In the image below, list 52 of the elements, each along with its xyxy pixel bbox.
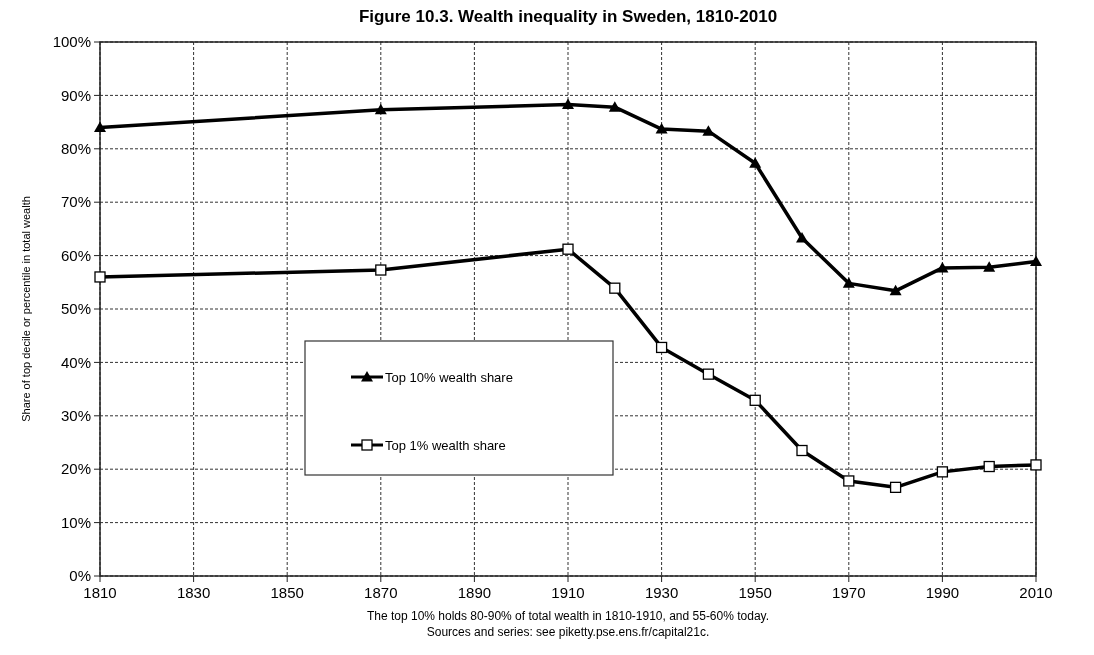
- point: [843, 475, 855, 487]
- y-tick-label: 0%: [69, 567, 91, 585]
- point: [842, 277, 855, 288]
- point: [562, 98, 574, 109]
- point: [94, 271, 106, 283]
- x-tick-label: 1810: [83, 584, 117, 601]
- y-tick-label: 50%: [60, 300, 91, 318]
- x-tick-label: 1970: [832, 584, 866, 601]
- point: [749, 157, 762, 168]
- y-tick-label: 60%: [60, 246, 91, 264]
- x-tick-label: 1950: [738, 584, 772, 601]
- y-tick-label: 20%: [60, 460, 91, 478]
- x-tick-label: 2010: [1019, 584, 1053, 601]
- x-tick-label: 1830: [176, 584, 211, 601]
- point: [936, 466, 949, 478]
- y-tick-label: 40%: [60, 353, 91, 371]
- point: [655, 341, 668, 354]
- x-tick-label: 1910: [551, 584, 585, 601]
- x-tick-label: 1930: [644, 584, 679, 601]
- point: [1030, 255, 1042, 266]
- y-tick-label: 80%: [60, 140, 91, 158]
- y-tick-label: 90%: [60, 86, 91, 104]
- point: [1030, 459, 1042, 471]
- text: The top 10% holds 80-90% of total wealth in 1810-1910, and 55-60% today.: [366, 609, 770, 623]
- x-tick-label: 1850: [270, 584, 304, 601]
- y-tick-label: 100%: [52, 33, 91, 51]
- y-tick-label: 70%: [60, 193, 91, 211]
- chart-title: Figure 10.3. Wealth inequality in Sweden, 1810-2010: [358, 7, 778, 26]
- legend-label: Top 10% wealth share: [385, 369, 513, 385]
- point: [375, 264, 387, 276]
- point: [702, 368, 715, 380]
- point: [655, 123, 668, 134]
- x-tick-label: 1990: [925, 584, 960, 601]
- y-axis-title: Share of top decile or percentile in total wealth: [20, 196, 32, 422]
- point: [749, 394, 761, 406]
- point: [983, 460, 995, 473]
- point: [936, 261, 949, 273]
- point: [609, 282, 621, 294]
- y-tick-label: 10%: [60, 513, 91, 531]
- point: [796, 444, 808, 457]
- point: [608, 101, 621, 112]
- legend-label: Top 1% wealth share: [385, 437, 506, 453]
- y-tick-label: 30%: [60, 407, 91, 425]
- point: [889, 284, 902, 296]
- x-tick-label: 1890: [457, 584, 492, 601]
- point: [374, 103, 387, 115]
- x-tick-label: 1870: [364, 584, 398, 601]
- point: [94, 121, 106, 132]
- source-note: Sources and series: see piketty.pse.ens.fr/capital21c.: [426, 625, 710, 639]
- point: [889, 481, 902, 494]
- point: [562, 243, 574, 255]
- point: [983, 261, 996, 272]
